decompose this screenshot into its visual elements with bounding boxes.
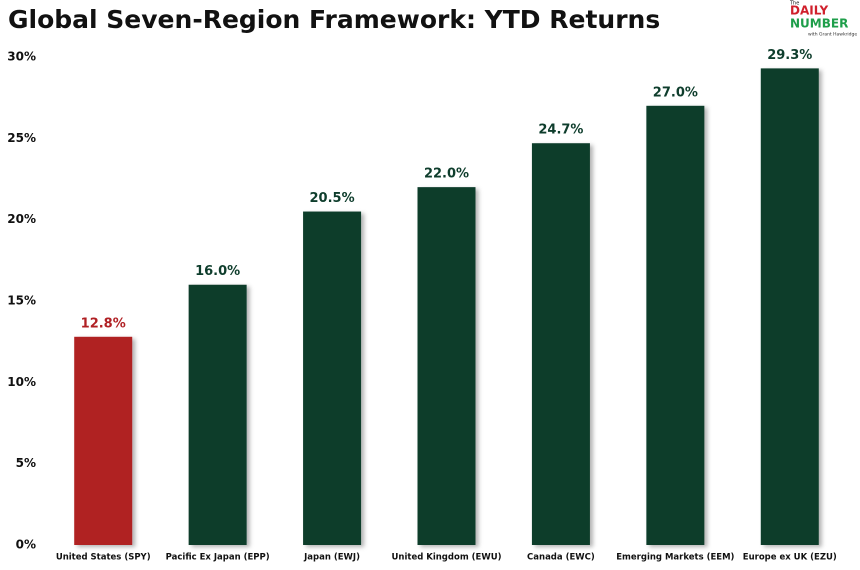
- x-tick-label: Canada (EWC): [527, 553, 595, 563]
- value-label: 24.7%: [538, 123, 583, 138]
- logo-text: The: [789, 1, 799, 7]
- x-tick-label: Japan (EWJ): [303, 553, 360, 563]
- value-label: 27.0%: [653, 85, 698, 100]
- y-tick-label: 10%: [7, 375, 36, 389]
- x-tick-label: Emerging Markets (EEM): [616, 553, 734, 563]
- x-tick-label: United States (SPY): [56, 553, 151, 563]
- bar: [646, 105, 705, 546]
- y-tick-label: 15%: [7, 294, 36, 308]
- value-label: 12.8%: [81, 316, 126, 331]
- value-label: 20.5%: [310, 191, 355, 206]
- bar: [531, 143, 590, 546]
- value-label: 29.3%: [767, 48, 812, 63]
- logo-text: DAILY: [790, 4, 828, 18]
- bar: [74, 336, 133, 545]
- chart-title: Global Seven-Region Framework: YTD Retur…: [8, 5, 660, 34]
- bar: [760, 68, 819, 546]
- logo-text: NUMBER: [790, 17, 848, 31]
- logo-text: with Grant Hawkridge: [808, 32, 857, 38]
- bar: [188, 284, 247, 545]
- value-label: 16.0%: [195, 264, 240, 279]
- x-tick-label: Pacific Ex Japan (EPP): [166, 553, 270, 563]
- y-tick-label: 20%: [7, 212, 36, 226]
- value-label: 22.0%: [424, 167, 469, 182]
- bar: [303, 211, 362, 546]
- logo: The DAILY NUMBER with Grant Hawkridge: [789, 1, 857, 38]
- y-tick-label: 5%: [16, 456, 36, 470]
- bar: [417, 187, 476, 545]
- x-tick-label: Europe ex UK (EZU): [743, 553, 837, 563]
- y-tick-label: 30%: [7, 50, 36, 64]
- y-tick-label: 25%: [7, 131, 36, 145]
- y-tick-label: 0%: [16, 538, 36, 552]
- x-tick-label: United Kingdom (EWU): [392, 553, 502, 563]
